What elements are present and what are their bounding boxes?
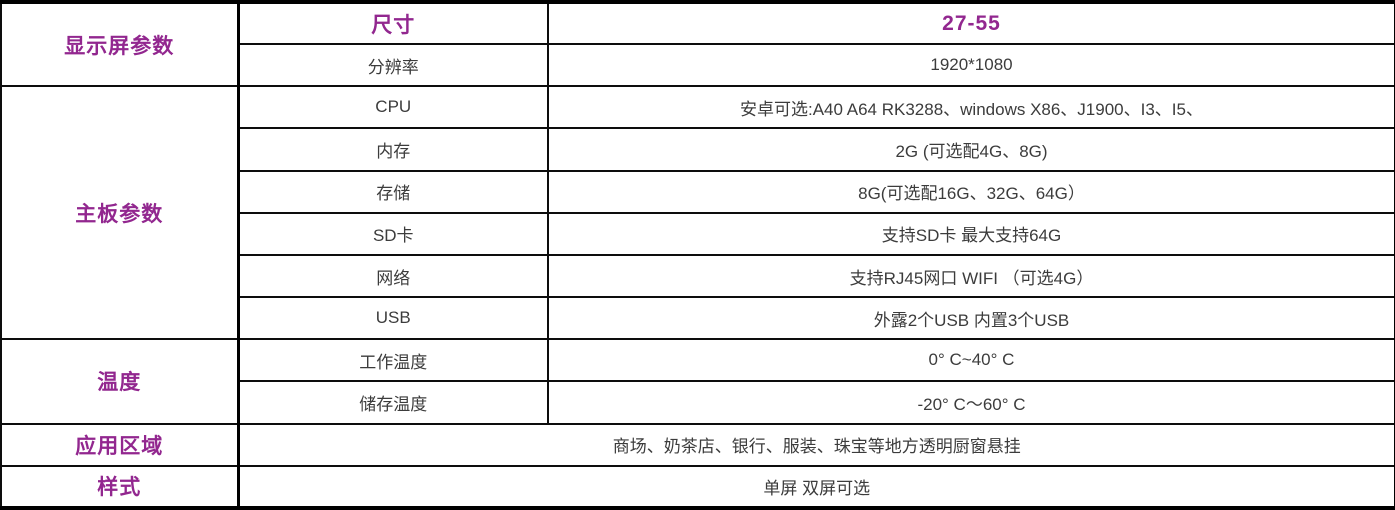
param-storage: 存储 xyxy=(237,169,549,214)
param-sd-card: SD卡 xyxy=(237,211,549,256)
value-usb: 外露2个USB 内置3个USB xyxy=(547,296,1395,341)
value-network: 支持RJ45网口 WIFI （可选4G） xyxy=(547,253,1395,299)
param-memory: 内存 xyxy=(237,127,549,172)
value-storage-temp: -20° C～60° C xyxy=(547,380,1395,425)
table-row: 样式 单屏 双屏可选 xyxy=(0,464,1395,510)
value-working-temp: 0° C~40° C xyxy=(547,338,1395,383)
table-row: 存储 8G(可选配16G、32G、64G） xyxy=(1,169,1395,214)
category-temperature: 温度 xyxy=(0,338,240,425)
value-storage: 8G(可选配16G、32G、64G） xyxy=(547,169,1395,214)
value-style: 单屏 双屏可选 xyxy=(237,464,1395,510)
value-size-range: 27-55 xyxy=(547,0,1395,46)
category-application-area: 应用区域 xyxy=(0,422,240,467)
value-application-area: 商场、奶茶店、银行、服装、珠宝等地方透明厨窗悬挂 xyxy=(237,422,1395,467)
value-resolution: 1920*1080 xyxy=(547,43,1395,88)
category-display-params: 显示屏参数 xyxy=(0,0,240,88)
param-size: 尺寸 xyxy=(237,0,549,46)
table-row: USB 外露2个USB 内置3个USB xyxy=(1,296,1395,341)
param-storage-temp: 储存温度 xyxy=(237,380,549,425)
param-network: 网络 xyxy=(237,253,549,299)
table-row: 内存 2G (可选配4G、8G) xyxy=(1,127,1395,172)
table-row: 显示屏参数 尺寸 27-55 xyxy=(0,0,1395,88)
param-resolution: 分辨率 xyxy=(237,43,549,88)
table-row: 应用区域 商场、奶茶店、银行、服装、珠宝等地方透明厨窗悬挂 xyxy=(0,422,1395,467)
table-row: SD卡 支持SD卡 最大支持64G xyxy=(1,211,1395,256)
value-cpu: 安卓可选:A40 A64 RK3288、windows X86、J1900、I3… xyxy=(547,85,1395,130)
category-style: 样式 xyxy=(0,464,240,510)
table-row: 网络 支持RJ45网口 WIFI （可选4G） xyxy=(1,253,1395,299)
table-row: 分辨率 1920*1080 xyxy=(1,43,1395,88)
table-row: 温度 工作温度 0° C~40° C xyxy=(0,338,1395,425)
value-memory: 2G (可选配4G、8G) xyxy=(547,127,1395,172)
param-usb: USB xyxy=(237,296,549,341)
param-working-temp: 工作温度 xyxy=(237,338,549,383)
table-row: 储存温度 -20° C～60° C xyxy=(1,380,1395,425)
category-mainboard-params: 主板参数 xyxy=(0,85,240,341)
value-sd-card: 支持SD卡 最大支持64G xyxy=(547,211,1395,256)
table-row: 主板参数 CPU 安卓可选:A40 A64 RK3288、windows X86… xyxy=(0,85,1395,341)
param-cpu: CPU xyxy=(237,85,549,130)
